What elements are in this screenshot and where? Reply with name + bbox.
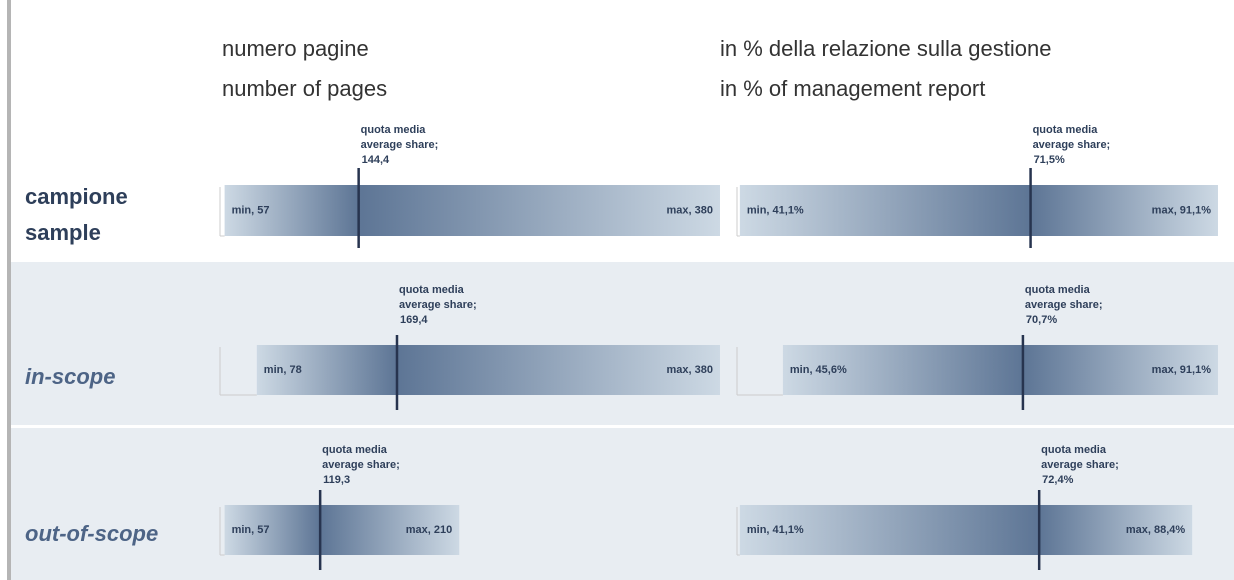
average-label: quota media [361,124,427,136]
average-value: 70,7% [1026,314,1057,326]
average-label: average share; [1041,459,1119,471]
range-bar [256,345,720,395]
average-label: quota media [1041,444,1107,456]
average-label: quota media [399,284,465,296]
min-label: min, 78 [264,364,302,376]
max-label: max, 210 [406,524,452,536]
row-label: sample [25,220,101,245]
max-label: max, 380 [667,204,713,216]
row-label: out-of-scope [25,521,158,546]
min-label: min, 57 [232,524,270,536]
panel-title: in % of management report [720,76,985,101]
panel-title: numero pagine [222,36,369,61]
range-bar [739,505,1193,555]
average-label: quota media [1033,124,1099,136]
min-label: min, 57 [232,204,270,216]
average-value: 71,5% [1034,154,1065,166]
max-label: max, 380 [667,364,713,376]
panel-title: number of pages [222,76,387,101]
range-bar [739,185,1218,236]
row-label: in-scope [25,364,115,389]
left-border [7,0,11,580]
average-label: average share; [322,459,400,471]
average-label: average share; [361,139,439,151]
average-label: quota media [1025,284,1091,296]
range-bar [782,345,1218,395]
panel-title: in % della relazione sulla gestione [720,36,1051,61]
min-label: min, 41,1% [747,524,804,536]
max-label: max, 91,1% [1152,204,1212,216]
average-label: average share; [399,299,477,311]
average-value: 72,4% [1042,474,1073,486]
row-label: campione [25,184,128,209]
min-label: min, 41,1% [747,204,804,216]
max-label: max, 88,4% [1126,524,1186,536]
average-value: 169,4 [400,314,428,326]
average-label: average share; [1025,299,1103,311]
average-value: 119,3 [323,474,350,486]
max-label: max, 91,1% [1152,364,1212,376]
row-band [10,262,1234,425]
min-label: min, 45,6% [790,364,847,376]
average-value: 144,4 [362,154,390,166]
range-bar [224,505,460,555]
range-bar [224,185,720,236]
average-label: quota media [322,444,388,456]
average-label: average share; [1033,139,1111,151]
